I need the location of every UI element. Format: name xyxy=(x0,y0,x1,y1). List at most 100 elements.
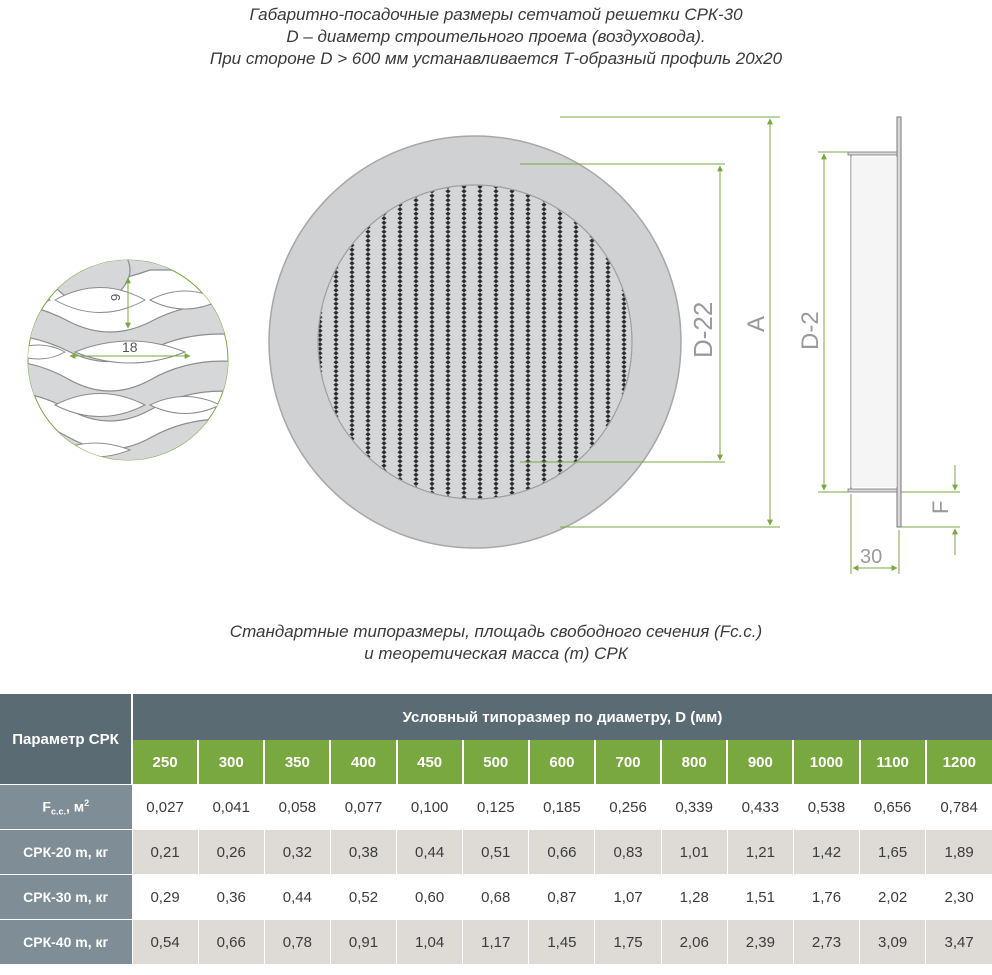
section-line-1: Стандартные типоразмеры, площадь свободн… xyxy=(229,622,763,641)
table-cell: 0,44 xyxy=(263,874,331,920)
dim-inner: D-22 xyxy=(520,163,725,463)
row-label-sub: с.с. xyxy=(50,806,66,817)
row-label: Fс.с., м2 xyxy=(0,784,132,830)
sizes-table: Параметр СРК Условный типоразмер по диам… xyxy=(0,694,992,964)
size-header-cell: 700 xyxy=(593,740,662,785)
dim-flange-label: F xyxy=(928,501,953,514)
row-label: СРК-20 m, кг xyxy=(0,829,132,875)
table-cell: 1,01 xyxy=(660,829,728,875)
size-header-cell: 900 xyxy=(726,740,794,785)
dim-outer-label: A xyxy=(743,316,770,332)
table-row: СРК-20 m, кг 0,21 0,26 0,32 0,38 0,44 0,51 0,66… xyxy=(0,829,992,875)
table-cell: 0,077 xyxy=(329,784,397,830)
table-cell: 0,784 xyxy=(925,784,992,830)
title-line-2: D – диаметр строительного проема (воздух… xyxy=(286,27,706,46)
mesh-height-label: 9 xyxy=(108,294,123,301)
size-header-cell: 400 xyxy=(329,740,397,785)
table-cell: 1,45 xyxy=(528,919,595,964)
table-cell: 1,17 xyxy=(462,919,529,964)
table-cell: 0,78 xyxy=(263,919,331,964)
table-cell: 0,125 xyxy=(462,784,529,830)
table-cell: 0,656 xyxy=(859,784,926,830)
table-cell: 0,32 xyxy=(263,829,331,875)
table-cell: 0,38 xyxy=(329,829,397,875)
table-row: Fс.с., м2 0,027 0,041 0,058 0,077 0,100 0,125 0… xyxy=(0,784,992,830)
grill-side-view xyxy=(847,116,902,528)
table-cell: 3,47 xyxy=(925,919,992,964)
table-cell: 0,60 xyxy=(396,874,463,920)
table-cell: 1,51 xyxy=(726,874,794,920)
table-cell: 0,256 xyxy=(594,784,662,830)
grill-front-view xyxy=(268,135,682,549)
size-header-cell: 1100 xyxy=(858,740,926,785)
mesh-width-label: 18 xyxy=(122,339,138,355)
row-label-main: F xyxy=(42,798,51,815)
table-cell: 0,538 xyxy=(792,784,860,830)
table-cell: 0,54 xyxy=(131,919,199,964)
table-cell: 0,87 xyxy=(528,874,595,920)
mesh-detail: 9 18 xyxy=(27,259,229,461)
dim-side: D-2 xyxy=(797,151,848,493)
size-header-cell: 300 xyxy=(197,740,265,785)
table-row: СРК-40 m, кг 0,54 0,66 0,78 0,91 1,04 1,17 1,45… xyxy=(0,919,992,964)
table-cell: 0,185 xyxy=(528,784,595,830)
row-label: СРК-30 m, кг xyxy=(0,874,132,920)
row-label-rest: , м xyxy=(65,798,85,815)
table-cell: 2,73 xyxy=(792,919,860,964)
table-cell: 2,39 xyxy=(726,919,794,964)
table-cell: 0,041 xyxy=(197,784,265,830)
row-label: СРК-40 m, кг xyxy=(0,919,132,964)
size-header-cell: 800 xyxy=(660,740,728,785)
table-cell: 0,91 xyxy=(329,919,397,964)
table-cell: 0,66 xyxy=(197,919,265,964)
table-cell: 0,339 xyxy=(660,784,728,830)
table-cell: 1,42 xyxy=(792,829,860,875)
section-line-2: и теоретическая масса (m) СРК xyxy=(364,644,628,663)
size-header-cell: 500 xyxy=(461,740,529,785)
table-cell: 1,28 xyxy=(660,874,728,920)
span-header: Условный типоразмер по диаметру, D (мм) xyxy=(132,694,992,740)
table-cell: 1,21 xyxy=(726,829,794,875)
table-cell: 0,21 xyxy=(131,829,199,875)
technical-drawing: 9 18 D-22 A D-2 F xyxy=(27,116,960,574)
dim-depth-label: 30 xyxy=(860,546,882,568)
table-cell: 0,51 xyxy=(462,829,529,875)
table-cell: 0,027 xyxy=(131,784,199,830)
section-title: Стандартные типоразмеры, площадь свободн… xyxy=(0,621,992,665)
table-cell: 1,07 xyxy=(594,874,662,920)
table-cell: 0,44 xyxy=(396,829,463,875)
table-cell: 1,75 xyxy=(594,919,662,964)
dim-flange: F xyxy=(901,465,960,555)
table-cell: 1,65 xyxy=(859,829,926,875)
table-cell: 0,100 xyxy=(396,784,463,830)
dim-depth: 30 xyxy=(850,494,900,574)
table-cell: 0,26 xyxy=(197,829,265,875)
table-row: СРК-30 m, кг 0,29 0,36 0,44 0,52 0,60 0,68 0,87… xyxy=(0,874,992,920)
dim-side-label: D-2 xyxy=(797,311,824,350)
table-cell: 0,058 xyxy=(263,784,331,830)
table-cell: 0,29 xyxy=(131,874,199,920)
dim-inner-label: D-22 xyxy=(688,302,718,358)
size-header-cell: 350 xyxy=(263,740,331,785)
table-cell: 2,30 xyxy=(925,874,992,920)
sizes-row: 250 300 350 400 450 500 600 700 800 900 1000 1100 12… xyxy=(0,740,992,785)
size-header-cell: 450 xyxy=(395,740,463,785)
table-cell: 2,06 xyxy=(660,919,728,964)
param-header: Параметр СРК xyxy=(0,694,133,785)
table-cell: 2,02 xyxy=(859,874,926,920)
table-cell: 0,52 xyxy=(329,874,397,920)
table-cell: 1,89 xyxy=(925,829,992,875)
size-header-cell: 1200 xyxy=(924,740,992,785)
table-cell: 1,04 xyxy=(396,919,463,964)
table-cell: 1,76 xyxy=(792,874,860,920)
drawing-title: Габаритно-посадочные размеры сетчатой ре… xyxy=(0,4,992,70)
table-cell: 0,433 xyxy=(726,784,794,830)
table-cell: 3,09 xyxy=(859,919,926,964)
table-cell: 0,66 xyxy=(528,829,595,875)
size-header-cell: 1000 xyxy=(792,740,860,785)
table-cell: 0,83 xyxy=(594,829,662,875)
table-cell: 0,36 xyxy=(197,874,265,920)
row-label-sup: 2 xyxy=(84,797,90,808)
dim-outer: A xyxy=(560,116,780,528)
title-line-1: Габаритно-посадочные размеры сетчатой ре… xyxy=(249,5,743,24)
